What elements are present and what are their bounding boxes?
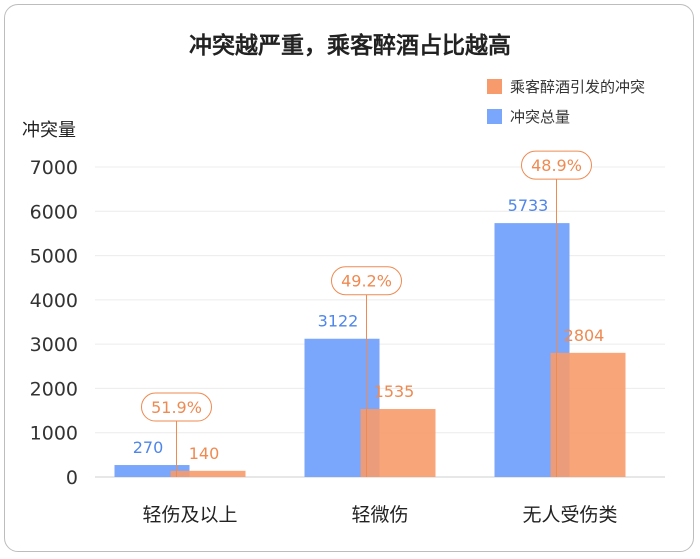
data-label-total: 3122 — [318, 312, 359, 331]
data-label-drunk: 1535 — [374, 382, 415, 401]
y-tick-label: 5000 — [30, 246, 78, 268]
x-tick-label: 无人受伤类 — [522, 504, 617, 526]
annotation-pill — [141, 392, 212, 422]
legend-label-total: 冲突总量 — [510, 108, 571, 126]
legend-item-total: 冲突总量 — [487, 106, 570, 127]
legend-swatch-total — [487, 109, 502, 124]
annotation-percent: 49.2% — [341, 272, 392, 291]
bar-drunk — [170, 470, 246, 477]
legend-item-drunk: 乘客醉酒引发的冲突 — [487, 76, 645, 97]
legend-swatch-drunk — [487, 79, 502, 94]
chart-title: 冲突越严重，乘客醉酒占比越高 — [189, 33, 511, 59]
bar-drunk — [360, 409, 436, 477]
y-tick-label: 0 — [66, 467, 78, 489]
annotation-percent: 48.9% — [531, 156, 582, 175]
data-label-drunk: 140 — [189, 444, 220, 463]
y-tick-label: 1000 — [30, 423, 78, 445]
data-label-drunk: 2804 — [564, 326, 605, 345]
bar-total — [114, 465, 190, 477]
legend-label-drunk: 乘客醉酒引发的冲突 — [510, 78, 646, 96]
data-label-total: 270 — [133, 438, 164, 457]
data-label-total: 5733 — [508, 196, 549, 215]
y-tick-label: 6000 — [30, 201, 78, 223]
y-axis-title: 冲突量 — [22, 120, 76, 141]
annotation-pill — [521, 150, 592, 180]
x-tick-label: 轻伤及以上 — [142, 504, 237, 526]
bar-drunk — [550, 352, 626, 477]
y-tick-label: 2000 — [30, 378, 78, 400]
annotation-percent: 51.9% — [151, 398, 202, 417]
y-tick-label: 3000 — [30, 334, 78, 356]
annotation-pill — [331, 266, 402, 296]
y-tick-label: 7000 — [30, 157, 78, 179]
x-tick-label: 轻微伤 — [351, 504, 408, 526]
y-tick-label: 4000 — [30, 290, 78, 312]
